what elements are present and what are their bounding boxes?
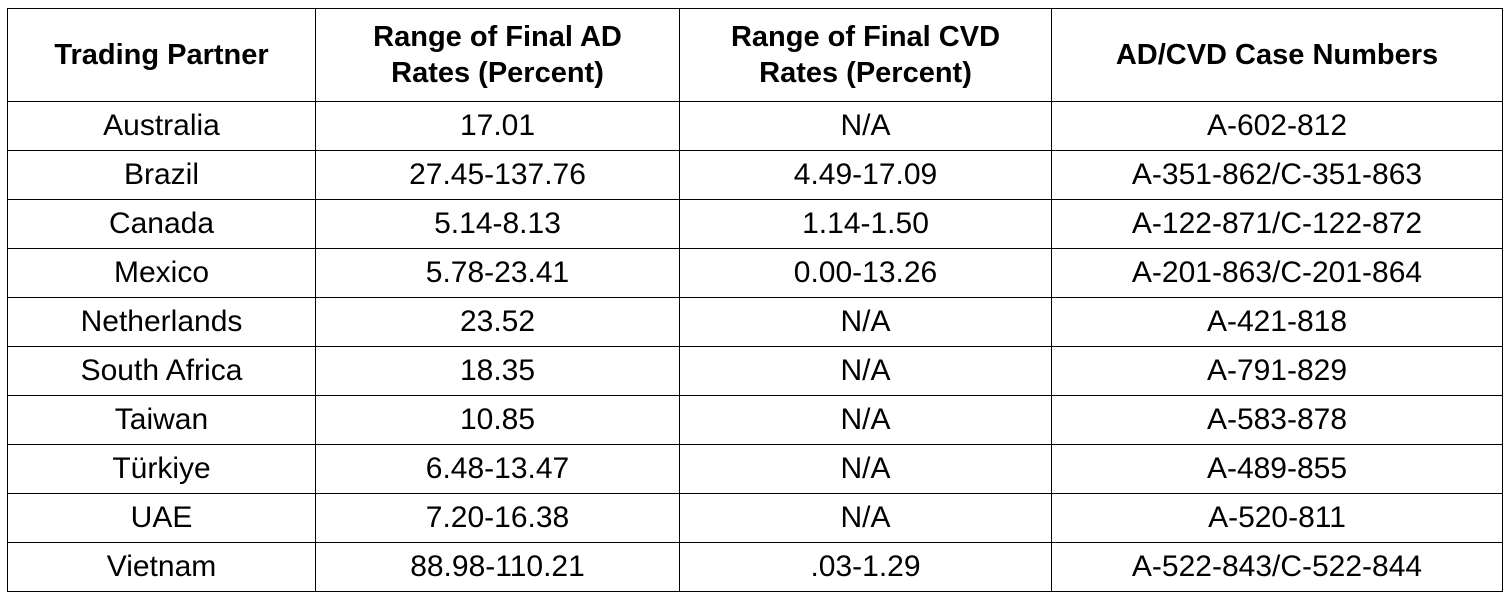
header-case-numbers: AD/CVD Case Numbers [1051,8,1503,102]
cell-cvd-rate: 1.14-1.50 [679,199,1052,249]
cell-cvd-rate: 4.49-17.09 [679,150,1052,200]
cell-cvd-rate: .03-1.29 [679,542,1052,592]
cell-case-numbers: A-602-812 [1051,101,1503,151]
cell-ad-rate: 23.52 [315,297,680,347]
cell-ad-rate: 88.98-110.21 [315,542,680,592]
table-row: Türkiye 6.48-13.47 N/A A-489-855 [7,444,1503,494]
table-row: UAE 7.20-16.38 N/A A-520-811 [7,493,1503,543]
cell-ad-rate: 6.48-13.47 [315,444,680,494]
header-ad-rates-line2: Rates (Percent) [391,57,604,89]
cell-cvd-rate: N/A [679,297,1052,347]
cell-partner: Canada [7,199,316,249]
cell-cvd-rate: N/A [679,101,1052,151]
cell-cvd-rate: N/A [679,395,1052,445]
cell-partner: UAE [7,493,316,543]
cell-partner: Brazil [7,150,316,200]
table-row: South Africa 18.35 N/A A-791-829 [7,346,1503,396]
header-trading-partner-label: Trading Partner [54,39,269,71]
cell-ad-rate: 5.78-23.41 [315,248,680,298]
cell-partner: Vietnam [7,542,316,592]
cell-ad-rate: 17.01 [315,101,680,151]
cell-partner: Australia [7,101,316,151]
table-row: Australia 17.01 N/A A-602-812 [7,101,1503,151]
header-row: Trading Partner Range of Final AD Rates … [7,8,1503,102]
cell-case-numbers: A-421-818 [1051,297,1503,347]
table-row: Brazil 27.45-137.76 4.49-17.09 A-351-862… [7,150,1503,200]
header-ad-rates-line1: Range of Final AD [373,21,622,53]
table-header: Trading Partner Range of Final AD Rates … [7,8,1503,102]
cell-partner: Türkiye [7,444,316,494]
cell-cvd-rate: N/A [679,444,1052,494]
header-ad-rates: Range of Final AD Rates (Percent) [315,8,680,102]
cell-case-numbers: A-201-863/C-201-864 [1051,248,1503,298]
cell-case-numbers: A-583-878 [1051,395,1503,445]
header-case-numbers-label: AD/CVD Case Numbers [1115,39,1439,71]
cell-ad-rate: 27.45-137.76 [315,150,680,200]
cell-case-numbers: A-522-843/C-522-844 [1051,542,1503,592]
table-row: Taiwan 10.85 N/A A-583-878 [7,395,1503,445]
cell-cvd-rate: N/A [679,346,1052,396]
cell-ad-rate: 10.85 [315,395,680,445]
header-cvd-rates: Range of Final CVD Rates (Percent) [679,8,1052,102]
cell-partner: Taiwan [7,395,316,445]
cell-partner: Mexico [7,248,316,298]
cell-case-numbers: A-351-862/C-351-863 [1051,150,1503,200]
header-cvd-rates-line1: Range of Final CVD [730,21,1001,53]
header-cvd-rates-line2: Rates (Percent) [759,57,972,89]
cell-ad-rate: 7.20-16.38 [315,493,680,543]
cell-case-numbers: A-489-855 [1051,444,1503,494]
header-trading-partner: Trading Partner [7,8,316,102]
table-row: Canada 5.14-8.13 1.14-1.50 A-122-871/C-1… [7,199,1503,249]
cell-cvd-rate: 0.00-13.26 [679,248,1052,298]
table-row: Vietnam 88.98-110.21 .03-1.29 A-522-843/… [7,542,1503,592]
cell-partner: South Africa [7,346,316,396]
cell-ad-rate: 18.35 [315,346,680,396]
cell-ad-rate: 5.14-8.13 [315,199,680,249]
cell-case-numbers: A-520-811 [1051,493,1503,543]
cell-cvd-rate: N/A [679,493,1052,543]
cell-partner: Netherlands [7,297,316,347]
cell-case-numbers: A-122-871/C-122-872 [1051,199,1503,249]
table-row: Netherlands 23.52 N/A A-421-818 [7,297,1503,347]
table-row: Mexico 5.78-23.41 0.00-13.26 A-201-863/C… [7,248,1503,298]
table-body: Australia 17.01 N/A A-602-812 Brazil 27.… [7,101,1503,592]
cell-case-numbers: A-791-829 [1051,346,1503,396]
rates-table: Trading Partner Range of Final AD Rates … [7,8,1503,592]
